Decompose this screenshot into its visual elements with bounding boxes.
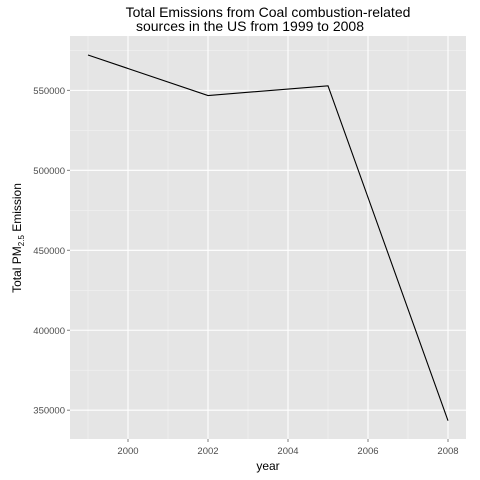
y-axis-title-main: Total PM [10, 246, 24, 293]
y-axis-ticks: 350000 400000 450000 500000 550000 [33, 86, 70, 417]
y-axis-title-subscript: 2.5 [17, 235, 26, 247]
chart-title-line-2: sources in the US from 1999 to 2008 [136, 18, 364, 34]
grid-minor [70, 36, 466, 439]
x-tick-label: 2000 [117, 446, 138, 457]
series-line [87, 54, 449, 421]
y-tick-label: 450000 [33, 246, 65, 257]
x-axis-title: year [256, 459, 279, 473]
x-tick-label: 2006 [357, 446, 378, 457]
plot-panel [70, 36, 466, 439]
y-tick-label: 500000 [33, 166, 65, 177]
chart-title-line-1: Total Emissions from Coal combustion-rel… [126, 4, 411, 20]
y-axis-title: Total PM2.5 Emission [10, 183, 26, 293]
y-tick-label: 550000 [33, 86, 65, 97]
grid-major [70, 36, 466, 439]
x-axis-ticks: 2000 2002 2004 2006 2008 [117, 439, 459, 457]
x-tick-label: 2008 [437, 446, 458, 457]
y-tick-label: 350000 [33, 406, 65, 417]
y-axis-title-suffix: Emission [10, 183, 24, 235]
x-tick-label: 2002 [197, 446, 218, 457]
y-tick-label: 400000 [33, 326, 65, 337]
x-tick-label: 2004 [277, 446, 298, 457]
